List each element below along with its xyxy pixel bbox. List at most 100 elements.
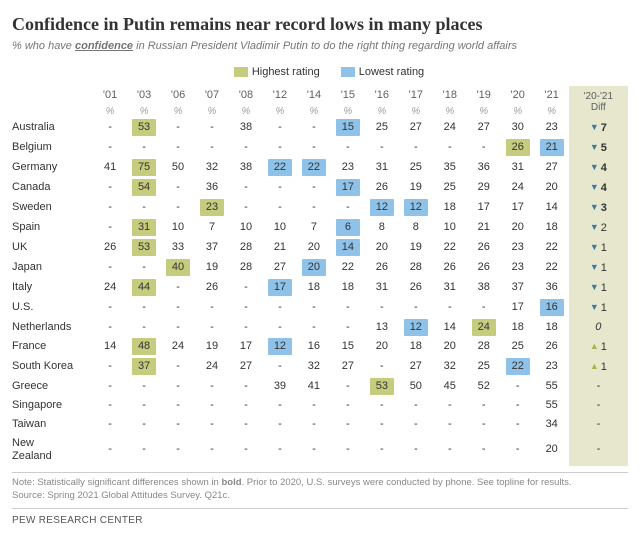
data-cell: - [467,396,501,415]
data-cell: - [331,138,365,158]
data-cell: 6 [331,218,365,238]
country-label: Canada [12,178,93,198]
data-cell: 8 [365,218,399,238]
diff-cell: ▼3 [569,198,628,218]
table-row: UK2653333728212014201922262322▼1 [12,238,628,258]
diff-cell: 0 [569,318,628,337]
data-cell: 38 [229,118,263,138]
data-cell: 22 [331,258,365,278]
divider [12,508,628,509]
data-cell: 23 [501,258,535,278]
data-cell: - [399,138,433,158]
data-cell: - [161,138,195,158]
data-cell: 10 [161,218,195,238]
data-cell: - [127,396,161,415]
data-cell: 18 [535,318,569,337]
data-cell: 21 [467,218,501,238]
data-cell: 24 [195,357,229,377]
data-cell: 44 [127,278,161,298]
data-cell: - [161,396,195,415]
data-cell: 32 [297,357,331,377]
data-cell: 20 [365,337,399,357]
data-cell: 50 [161,158,195,178]
data-cell: 40 [161,258,195,278]
data-cell: 50 [399,377,433,396]
data-cell: - [229,434,263,466]
data-cell: - [93,357,127,377]
data-cell: 18 [297,278,331,298]
data-cell: - [161,178,195,198]
data-cell: - [93,396,127,415]
data-cell: 13 [365,318,399,337]
data-cell: 55 [535,377,569,396]
data-cell: 24 [93,278,127,298]
data-cell: 15 [331,118,365,138]
data-cell: 39 [263,377,297,396]
data-cell: 38 [229,158,263,178]
data-cell: - [161,318,195,337]
table-row: NewZealand-------------20- [12,434,628,466]
data-cell: 17 [501,198,535,218]
data-cell: 36 [467,158,501,178]
diff-cell: ▲1 [569,337,628,357]
data-cell: 19 [399,238,433,258]
data-cell: - [229,377,263,396]
country-label: South Korea [12,357,93,377]
data-cell: - [365,434,399,466]
data-cell: - [195,138,229,158]
data-cell: - [195,434,229,466]
data-table: '01'03'06'07'08'12'14'15'16'17'18'19'20'… [12,86,628,466]
pct-label: % [535,105,569,118]
data-cell: 23 [331,158,365,178]
data-cell: 17 [467,198,501,218]
data-cell: - [331,396,365,415]
data-cell: 37 [195,238,229,258]
country-label: Greece [12,377,93,396]
country-label: Italy [12,278,93,298]
data-cell: 48 [127,337,161,357]
country-label: Germany [12,158,93,178]
country-label: Sweden [12,198,93,218]
data-cell: 19 [399,178,433,198]
data-cell: - [501,396,535,415]
data-cell: - [229,278,263,298]
legend-high-swatch [234,67,248,77]
data-cell: - [93,377,127,396]
country-label: France [12,337,93,357]
data-cell: - [263,415,297,434]
data-cell: - [93,218,127,238]
data-cell: - [127,434,161,466]
data-cell: 10 [433,218,467,238]
data-cell: 17 [263,278,297,298]
data-cell: 22 [263,158,297,178]
country-label: Japan [12,258,93,278]
triangle-down-icon: ▼ [590,282,599,292]
data-cell: 18 [535,218,569,238]
country-label: NewZealand [12,434,93,466]
table-row: South Korea-37-2427-3227-2732252223▲1 [12,357,628,377]
data-cell: - [263,318,297,337]
data-cell: 25 [501,337,535,357]
data-cell: - [433,415,467,434]
data-cell: - [331,198,365,218]
data-cell: - [93,434,127,466]
data-cell: 26 [399,278,433,298]
diff-cell: ▼1 [569,258,628,278]
data-cell: 18 [399,337,433,357]
data-cell: - [229,138,263,158]
data-cell: 45 [433,377,467,396]
data-cell: 8 [399,218,433,238]
year-header: '06 [161,86,195,105]
table-row: U.S.------------1716▼1 [12,298,628,318]
data-cell: - [331,318,365,337]
triangle-up-icon: ▲ [590,361,599,371]
data-cell: 22 [535,238,569,258]
data-cell: - [161,377,195,396]
data-cell: 28 [229,258,263,278]
data-cell: - [229,396,263,415]
data-cell: - [297,178,331,198]
data-cell: 37 [501,278,535,298]
data-cell: 41 [93,158,127,178]
data-cell: 29 [467,178,501,198]
data-cell: - [331,377,365,396]
